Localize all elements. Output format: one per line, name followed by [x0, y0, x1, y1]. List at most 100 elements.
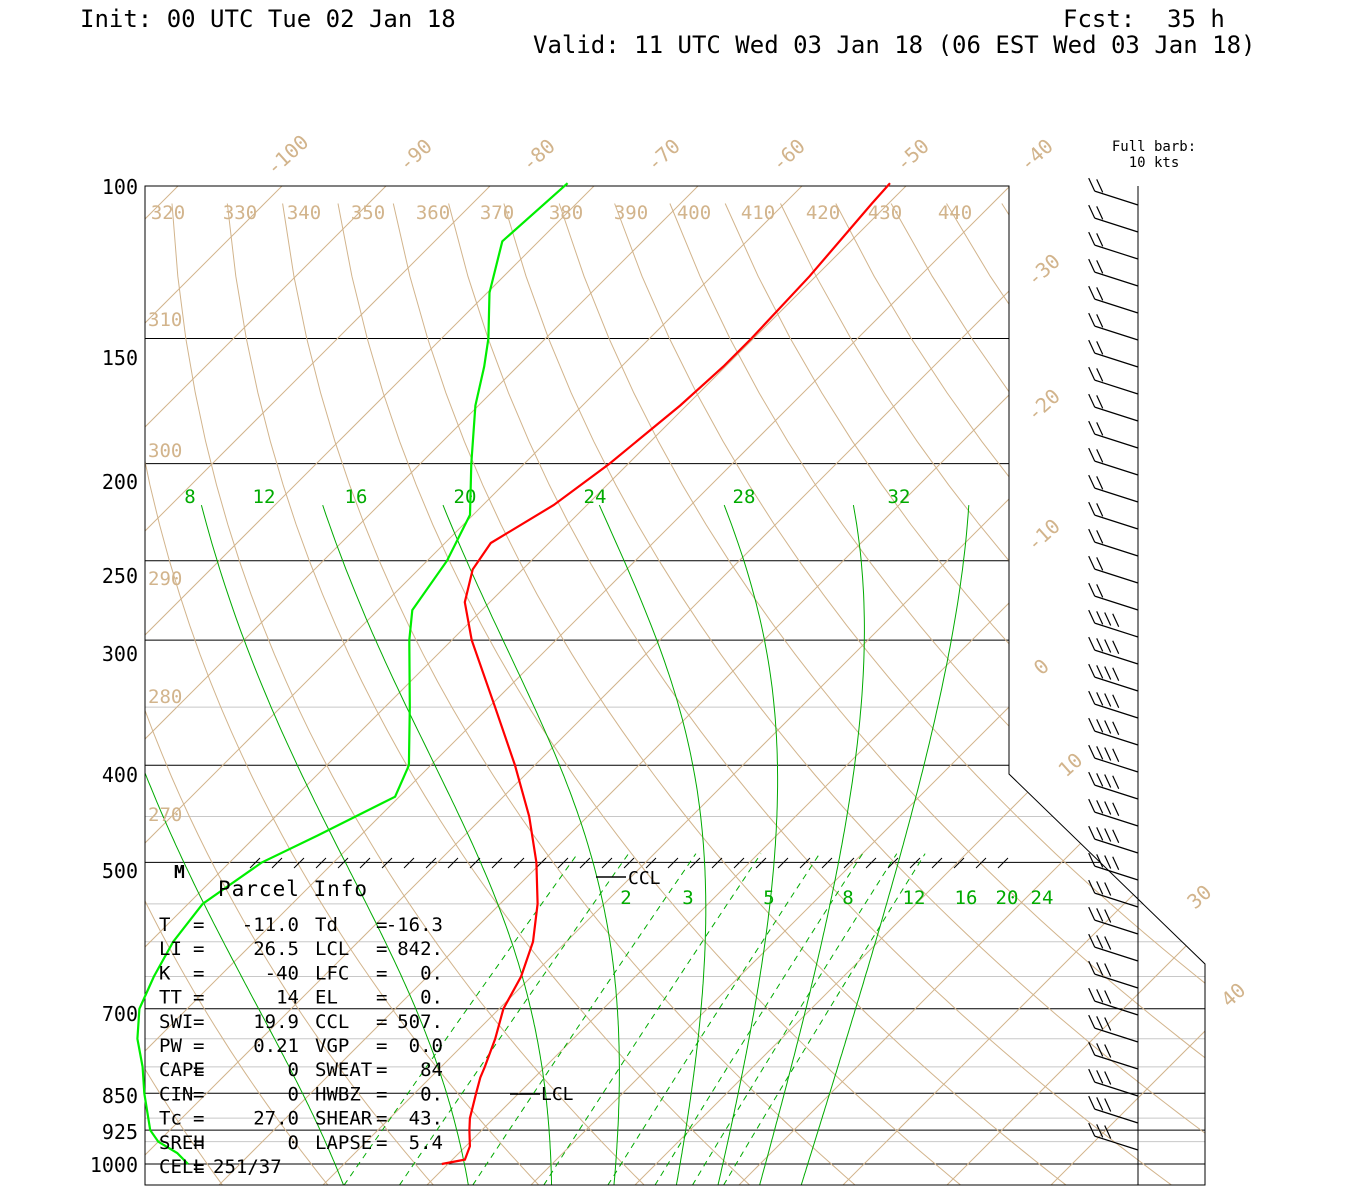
wind-barb-flag [1112, 802, 1120, 816]
dry-adiabat-line [946, 203, 1205, 1185]
parcel-param-name: Tc [159, 1108, 182, 1130]
dry-adiabat-line [503, 203, 1205, 1185]
melting-level-hatch [953, 857, 965, 869]
wind-barb-flag [1088, 204, 1096, 219]
wind-barb-flag [1088, 582, 1096, 597]
melting-level-hatch [271, 857, 283, 869]
theta-label: 370 [480, 202, 514, 224]
valid-time: Valid: 11 UTC Wed 03 Jan 18 (06 EST Wed … [533, 31, 1256, 59]
parcel-param-name: PW [159, 1035, 182, 1057]
melting-level-hatch [733, 857, 745, 869]
melting-level-hatch [513, 857, 525, 869]
pressure-tick-label: 700 [102, 1002, 138, 1026]
wind-barb-flag [1104, 1044, 1112, 1058]
isotherm-line [145, 186, 641, 1185]
melting-level-hatch [997, 857, 1009, 869]
wind-barb-shaft [1094, 811, 1139, 827]
barb-legend-units: 10 kts [1129, 155, 1180, 171]
wind-barb-flag [1088, 1068, 1096, 1083]
isotherm-label: -60 [767, 134, 810, 176]
wind-barb-flag [1104, 1098, 1112, 1112]
melting-level-hatch [821, 857, 833, 869]
mixing-ratio-label: 16 [955, 887, 978, 909]
pressure-tick-label: 925 [102, 1120, 138, 1144]
parcel-param-value: 14 [276, 987, 299, 1009]
dry-adiabat-line [780, 203, 1205, 1185]
wind-barb-flag [1112, 775, 1120, 789]
wind-barb-flag [1096, 233, 1104, 247]
wind-barb-flag [1088, 879, 1096, 894]
wind-barb-flag [1096, 206, 1104, 220]
melting-level-hatch [447, 857, 459, 869]
wind-barb-flag [1096, 935, 1104, 949]
pressure-tick-label: 200 [102, 470, 138, 494]
parcel-param-value: 507. [397, 1011, 443, 1033]
parcel-param-name: LFC [315, 962, 349, 984]
melting-level-hatch [359, 857, 371, 869]
parcel-param-eq: = [193, 914, 204, 936]
wind-barb-flag [1112, 748, 1120, 762]
parcel-param-name: SWEAT [315, 1059, 372, 1081]
melting-level-hatch [249, 857, 261, 869]
wind-barb-flag [1104, 774, 1112, 788]
moist-adiabat-line [145, 505, 345, 1185]
wind-barb-flag [1088, 609, 1096, 624]
isotherm-label: -10 [1022, 514, 1065, 556]
parcel-param-name: CAPE [159, 1059, 205, 1081]
wind-barb-shaft [1094, 433, 1139, 449]
wind-barb-flag [1088, 555, 1096, 570]
mixing-ratio-line [343, 853, 579, 1185]
isotherm-label: 0 [1029, 654, 1054, 680]
wind-barb-flag [1088, 852, 1096, 867]
wind-barb-flag [1104, 909, 1112, 923]
parcel-param-value: 5.4 [409, 1132, 443, 1154]
wind-barb-flag [1088, 960, 1096, 975]
pressure-tick-label: 300 [102, 642, 138, 666]
parcel-param-eq: = [193, 1108, 204, 1130]
wind-barb-flag [1088, 1014, 1096, 1029]
melting-level-hatch [975, 857, 987, 869]
theta-label: 440 [938, 202, 972, 224]
melting-level-hatch [887, 857, 899, 869]
wind-barb-flag [1104, 612, 1112, 626]
wind-barb-shaft [1094, 1027, 1139, 1043]
wind-barb-shaft [1094, 946, 1139, 962]
wind-barb-flag [1104, 693, 1112, 707]
wind-barb-flag [1096, 692, 1104, 706]
parcel-param-name: VGP [315, 1035, 349, 1057]
melting-level-hatch [293, 857, 305, 869]
wind-barb-shaft [1094, 784, 1139, 800]
wind-barb-flag [1096, 1070, 1104, 1084]
mixing-ratio-label: 3 [682, 887, 693, 909]
wind-barb-flag [1088, 447, 1096, 462]
init-time: Init: 00 UTC Tue 02 Jan 18 [80, 5, 456, 33]
mixing-ratio-line [607, 853, 821, 1185]
wind-barb-flag [1096, 584, 1104, 598]
mixing-ratio-label: 28 [733, 486, 756, 508]
melting-level-hatch [469, 857, 481, 869]
moist-adiabat-line [200, 504, 469, 1185]
dry-adiabat-line [145, 203, 540, 1185]
wind-barb-shaft [1094, 325, 1139, 341]
theta-label: 400 [677, 202, 711, 224]
melting-level-hatch [623, 857, 635, 869]
wind-barb-flag [1096, 611, 1104, 625]
wind-barb-flag [1096, 314, 1104, 328]
melting-level-hatch [425, 857, 437, 869]
melting-level-hatch [667, 857, 679, 869]
parcel-param-eq: = [376, 938, 387, 960]
wind-barb-flag [1088, 987, 1096, 1002]
mixing-ratio-label: 12 [253, 486, 276, 508]
wind-barb-flag [1112, 829, 1120, 843]
parcel-param-eq: = [193, 1035, 204, 1057]
wind-barb-flag [1096, 260, 1104, 274]
wind-barb-flag [1088, 285, 1096, 300]
wind-barb-flag [1112, 640, 1120, 654]
pressure-tick-label: 400 [102, 763, 138, 787]
parcel-param-eq: = [193, 1156, 204, 1178]
wind-barb-shaft [1094, 622, 1139, 638]
parcel-param-value: 251/37 [213, 1156, 282, 1178]
pressure-tick-label: 100 [102, 175, 138, 199]
wind-barb-shaft [1094, 190, 1139, 206]
theta-label: 350 [351, 202, 385, 224]
